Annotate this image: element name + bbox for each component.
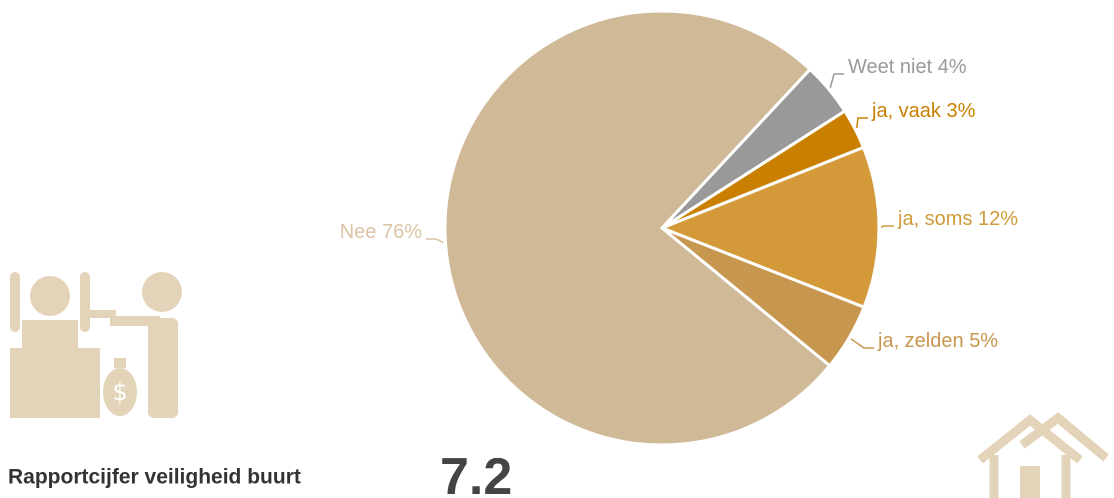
slice-label: ja, zelden 5% [877,330,998,352]
slice-label: Nee 76% [340,221,423,243]
pie-slice [657,145,881,310]
score-value: 7.2 [440,448,512,498]
slice-value-label: 5% [969,330,998,352]
score-label: Rapportcijfer veiligheid buurt [8,466,301,489]
slice-category: Weet niet [848,56,933,78]
leader-line [856,117,868,128]
slice-category: ja, soms [897,208,972,230]
svg-text:$: $ [112,378,127,406]
slice-value-label: 12% [978,208,1018,230]
slice-category: ja, vaak [871,100,942,122]
slice-category: ja, zelden [877,330,964,352]
pie-slice [443,9,832,447]
leader-line [426,238,444,244]
slice-value-label: 76% [382,221,422,243]
slice-value-label: 3% [947,100,976,122]
house-icon [977,412,1109,498]
slice-label: ja, soms 12% [897,208,1018,230]
slice-label: Weet niet 4% [848,56,967,78]
leader-line [829,73,844,89]
robbery-icon: $ [10,272,182,418]
leader-line [850,338,874,349]
leader-line [880,225,894,228]
slice-category: Nee [340,221,377,243]
slice-value-label: 4% [938,56,967,78]
slice-label: ja, vaak 3% [871,100,976,122]
